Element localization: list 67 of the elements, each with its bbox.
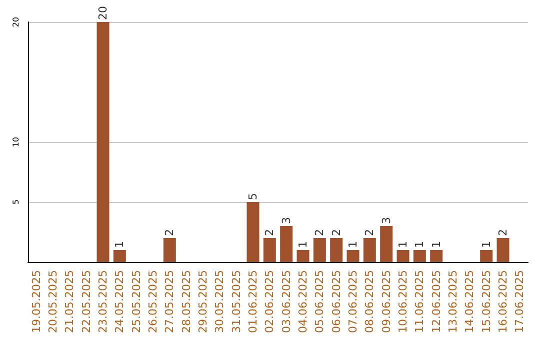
x-tick-label: 31.05.2025 [230, 270, 243, 333]
bar [330, 238, 343, 262]
bar [313, 238, 326, 262]
y-tick-label: 5 [12, 199, 20, 205]
data-label: 2 [163, 229, 176, 236]
data-label: 1 [396, 241, 410, 248]
x-tick-label: 17.06.2025 [513, 270, 526, 333]
x-tick-label: 20.05.2025 [46, 270, 60, 333]
y-tick-label: 10 [12, 136, 20, 148]
bar [480, 250, 493, 262]
y-tick-label: 20 [12, 16, 20, 28]
x-tick-label: 11.06.2025 [413, 270, 426, 333]
x-tick-label: 16.06.2025 [496, 270, 510, 333]
data-label: 1 [113, 241, 126, 248]
data-label: 1 [296, 241, 310, 248]
x-tick-label: 10.06.2025 [396, 270, 410, 333]
x-tick-label: 02.06.2025 [263, 270, 276, 333]
data-label: 2 [363, 229, 376, 236]
x-tick-label: 30.05.2025 [213, 270, 226, 333]
bar [280, 226, 293, 262]
x-tick-label: 27.05.2025 [163, 270, 176, 333]
x-tick-label: 22.05.2025 [80, 270, 93, 333]
bar [430, 250, 443, 262]
x-tick-label: 08.06.2025 [363, 270, 376, 333]
data-label: 2 [313, 229, 326, 236]
bar [96, 22, 110, 262]
bar [380, 226, 393, 262]
x-tick-label: 05.06.2025 [313, 270, 326, 333]
bar [246, 202, 260, 262]
data-label: 2 [263, 229, 276, 236]
x-tick-label: 19.05.2025 [30, 270, 43, 333]
data-label: 3 [380, 217, 393, 224]
data-label: 1 [346, 241, 360, 248]
bar [346, 250, 360, 262]
data-label: 2 [496, 229, 510, 236]
x-tick-label: 06.06.2025 [330, 270, 343, 333]
bar [363, 238, 376, 262]
data-label: 1 [430, 241, 443, 248]
x-tick-label: 15.06.2025 [480, 270, 493, 333]
x-tick-label: 01.06.2025 [246, 270, 260, 333]
bar [396, 250, 410, 262]
bar [113, 250, 126, 262]
x-tick-label: 24.05.2025 [113, 270, 126, 333]
data-label: 20 [96, 6, 110, 20]
data-label: 3 [280, 217, 293, 224]
x-tick-label: 03.06.2025 [280, 270, 293, 333]
x-tick-label: 12.06.2025 [430, 270, 443, 333]
x-tick-label: 25.05.2025 [130, 270, 143, 333]
x-tick-label: 29.05.2025 [196, 270, 210, 333]
bar [496, 238, 510, 262]
x-tick-label: 21.05.2025 [63, 270, 76, 333]
bar [413, 250, 426, 262]
x-tick-label: 23.05.2025 [96, 270, 110, 333]
x-tick-label: 14.06.2025 [463, 270, 476, 333]
data-label: 1 [480, 241, 493, 248]
data-label: 2 [330, 229, 343, 236]
x-tick-label: 26.05.2025 [146, 270, 160, 333]
x-tick-label: 07.06.2025 [346, 270, 360, 333]
bar [263, 238, 276, 262]
x-tick-label: 04.06.2025 [296, 270, 310, 333]
data-label: 1 [413, 241, 426, 248]
data-label: 5 [246, 193, 260, 200]
x-tick-label: 09.06.2025 [380, 270, 393, 333]
x-tick-label: 28.05.2025 [180, 270, 193, 333]
x-tick-label: 13.06.2025 [446, 270, 460, 333]
bar [163, 238, 176, 262]
bar [296, 250, 310, 262]
